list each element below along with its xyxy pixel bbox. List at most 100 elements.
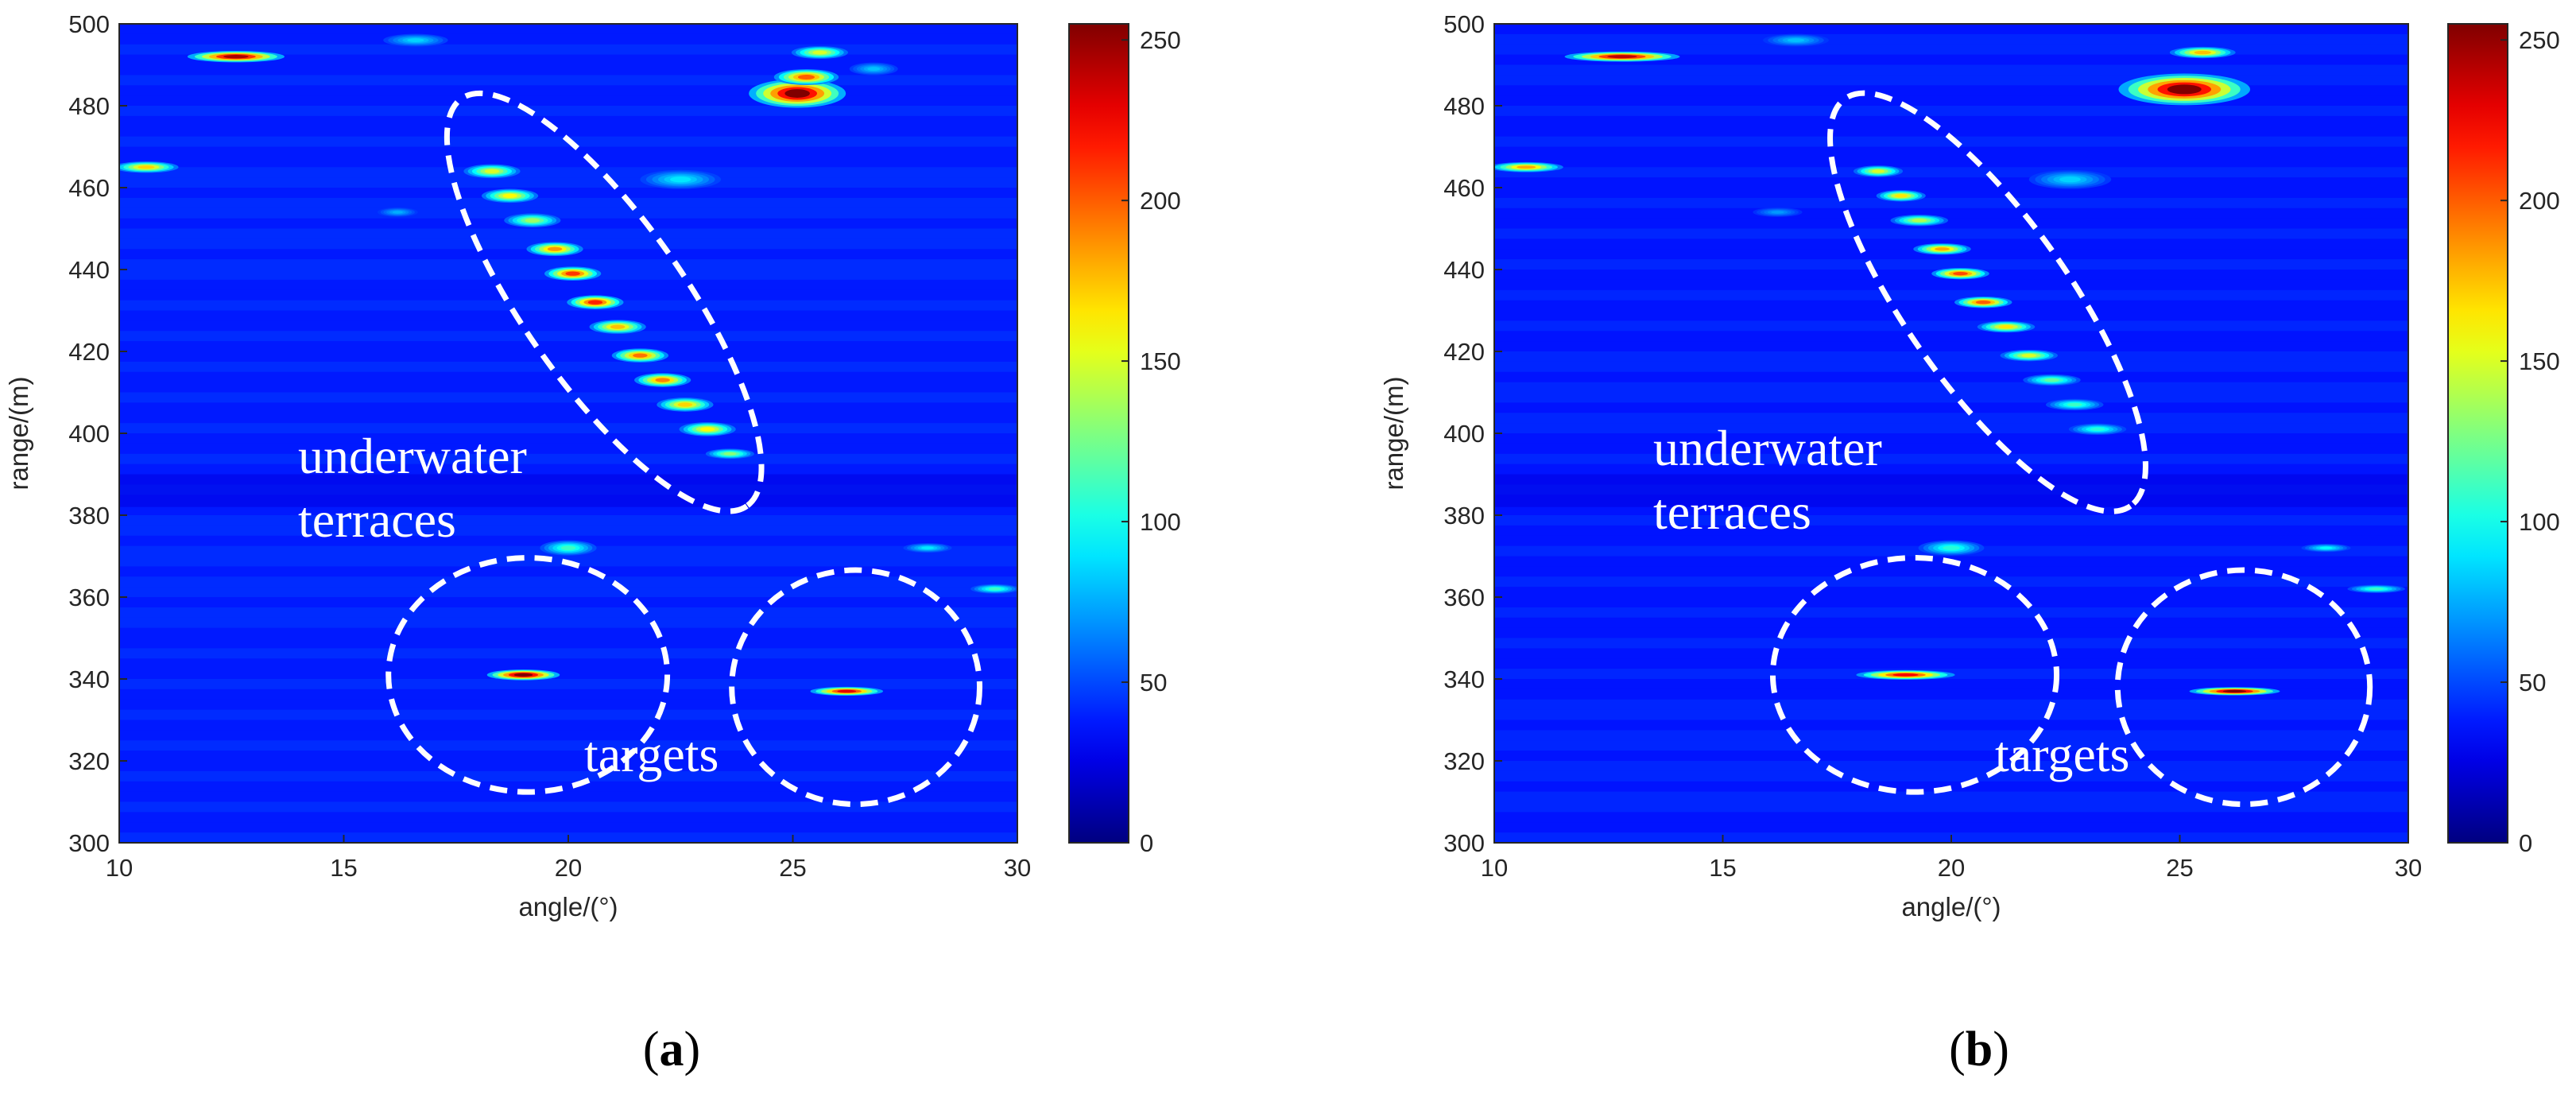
- heatmap-blob: [1977, 320, 2036, 333]
- y-tick-label: 300: [1443, 829, 1485, 857]
- heatmap-blob: [377, 207, 418, 217]
- heatmap-blob: [2118, 73, 2251, 106]
- highlight-ellipse: [1769, 555, 2060, 795]
- highlight-ellipse: [2114, 567, 2373, 808]
- x-tick-label: 25: [2166, 854, 2193, 882]
- heatmap-blob: [810, 686, 884, 696]
- y-tick-label: 440: [1443, 256, 1485, 284]
- heatmap-blob: [1913, 243, 1971, 255]
- y-tick-label: 360: [1443, 584, 1485, 611]
- heatmap-blob: [2189, 687, 2280, 696]
- x-tick-label: 15: [330, 854, 357, 882]
- y-tick-label: 360: [68, 584, 110, 611]
- heatmap-blob: [1918, 540, 1985, 556]
- heatmap-blob: [2169, 46, 2236, 59]
- colorbar-tick-label: 150: [1140, 347, 1181, 375]
- annotation-text: terraces: [1653, 483, 1811, 540]
- colorbar: [1068, 23, 1129, 844]
- heatmap-blob: [187, 51, 285, 63]
- y-axis-label: range/(m): [4, 376, 33, 490]
- heatmap-blob: [640, 169, 722, 189]
- y-tick-label: 380: [1443, 502, 1485, 530]
- x-axis-label: angle/(°): [518, 892, 618, 921]
- heatmap-texture: [1494, 24, 2408, 843]
- heatmap-blob: [705, 448, 754, 460]
- heatmap-blob: [2046, 398, 2104, 411]
- heatmap-blob: [749, 79, 846, 108]
- heatmap-blob: [1856, 669, 1955, 680]
- y-tick-label: 480: [68, 92, 110, 120]
- y-axis-label: range/(m): [1379, 376, 1408, 490]
- y-tick-label: 460: [1443, 174, 1485, 202]
- heatmap-blob: [849, 62, 898, 76]
- y-tick-label: 320: [1443, 747, 1485, 775]
- y-tick-label: 420: [68, 338, 110, 366]
- heatmap-background: [119, 24, 1017, 843]
- highlight-ellipse: [729, 567, 983, 808]
- heatmap-blob: [1763, 33, 1829, 47]
- x-tick-label: 10: [106, 854, 133, 882]
- colorbar-tick-label: 0: [1140, 829, 1153, 857]
- heatmap-blob: [611, 348, 668, 363]
- heatmap-blob: [1890, 215, 1948, 227]
- colorbar-tick-label: 50: [2519, 669, 2546, 696]
- heatmap-blob: [2347, 584, 2405, 593]
- y-tick-label: 480: [1443, 92, 1485, 120]
- heatmap-blob: [1876, 190, 1926, 202]
- heatmap-blob: [903, 543, 952, 553]
- heatmap-blob: [2068, 423, 2127, 436]
- heatmap-blob: [526, 242, 583, 257]
- x-tick-label: 25: [779, 854, 806, 882]
- heatmap-blob: [634, 373, 691, 387]
- y-tick-label: 440: [68, 256, 110, 284]
- x-tick-label: 30: [2395, 854, 2422, 882]
- highlight-ellipse: [1827, 90, 2148, 514]
- colorbar-tick-label: 100: [2519, 508, 2560, 536]
- y-tick-label: 500: [68, 10, 110, 38]
- colorbar-tick-label: 50: [1140, 669, 1167, 696]
- colorbar-tick-label: 100: [1140, 508, 1181, 536]
- y-tick-label: 500: [1443, 10, 1485, 38]
- colorbar-tick-label: 250: [2519, 26, 2560, 54]
- panel-b: underwater terraces targets 10 15 20 25 30 300 32…: [1379, 10, 2560, 1077]
- heatmap-blob: [970, 584, 1017, 594]
- heatmap-blob: [486, 669, 560, 681]
- panel-caption: (a): [643, 1022, 700, 1077]
- heatmap-blob: [791, 46, 848, 60]
- heatmap-blob: [589, 320, 646, 334]
- y-tick-label: 320: [68, 747, 110, 775]
- colorbar-tick-label: 0: [2519, 829, 2532, 857]
- colorbar-tick-label: 250: [1140, 26, 1181, 54]
- heatmap-texture: [119, 24, 1017, 843]
- heatmap-blob: [657, 398, 714, 412]
- heatmap-blob: [383, 33, 448, 47]
- heatmap-blob: [504, 213, 561, 227]
- y-tick-label: 380: [68, 502, 110, 530]
- x-tick-label: 15: [1709, 854, 1736, 882]
- dark-band: [119, 474, 1017, 507]
- colorbar: [2447, 23, 2508, 844]
- y-tick-label: 400: [68, 420, 110, 448]
- annotation-text: terraces: [298, 491, 456, 548]
- x-tick-label: 30: [1004, 854, 1031, 882]
- heatmap-blob: [1954, 297, 2012, 308]
- heatmap-blob: [544, 266, 602, 281]
- x-axis-label: angle/(°): [1901, 892, 2001, 921]
- y-tick-label: 420: [1443, 338, 1485, 366]
- y-tick-label: 340: [1443, 665, 1485, 693]
- annotation-text: targets: [1995, 726, 2129, 782]
- heatmap-blob: [1494, 161, 1563, 173]
- heatmap-blob: [2000, 349, 2058, 362]
- panel-caption: (b): [1949, 1022, 2009, 1077]
- x-tick-label: 20: [555, 854, 582, 882]
- panel-a: underwater terraces targets 10 15 20 25 30 300 32…: [4, 10, 1181, 1077]
- dark-band: [1494, 474, 2408, 507]
- x-tick-label: 20: [1938, 854, 1965, 882]
- heatmap-blob: [773, 68, 839, 85]
- heatmap-blob: [119, 161, 179, 173]
- heatmap-background: [1494, 24, 2408, 843]
- heatmap-blob: [540, 540, 597, 556]
- y-tick-label: 300: [68, 829, 110, 857]
- heatmap-blob: [1753, 207, 1803, 217]
